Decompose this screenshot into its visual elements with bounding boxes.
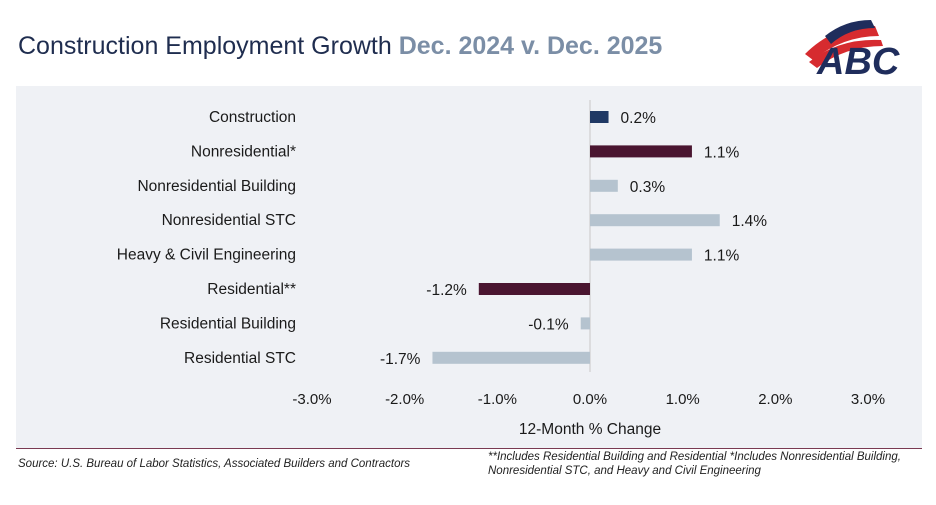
source-note: Source: U.S. Bureau of Labor Statistics,… (18, 458, 411, 470)
category-label: Nonresidential* (191, 143, 296, 160)
bar (432, 351, 590, 364)
data-label: 1.1% (704, 144, 740, 161)
bar (590, 214, 720, 227)
plot-area (16, 86, 922, 448)
category-label: Residential STC (184, 350, 296, 367)
bar (590, 179, 618, 192)
x-tick-label: 2.0% (758, 391, 792, 408)
data-label: -0.1% (528, 316, 569, 333)
category-label: Nonresidential STC (162, 212, 296, 229)
x-tick-label: -2.0% (385, 391, 424, 408)
footnote: **Includes Residential Building and Resi… (488, 451, 901, 477)
bar (590, 248, 692, 261)
bar (590, 111, 609, 123)
x-tick-label: 0.0% (573, 391, 607, 408)
divider (16, 448, 922, 449)
abc-logo: ABC (805, 20, 900, 80)
x-tick-label: 1.0% (666, 391, 700, 408)
x-tick-label: 3.0% (851, 391, 885, 408)
category-label: Nonresidential Building (137, 178, 296, 195)
data-label: 0.3% (630, 179, 666, 196)
data-label: 1.4% (732, 213, 768, 230)
bar (478, 283, 590, 295)
x-axis-label: 12-Month % Change (519, 421, 661, 438)
x-tick-label: -3.0% (292, 391, 331, 408)
category-label: Heavy & Civil Engineering (117, 247, 296, 264)
title-highlight: Dec. 2024 v. Dec. 2025 (398, 32, 663, 60)
data-label: -1.7% (380, 351, 421, 368)
bar (590, 145, 692, 158)
category-label: Residential Building (160, 315, 296, 332)
data-label: 1.1% (704, 248, 740, 265)
category-label: Construction (209, 109, 296, 126)
chart-title: Construction Employment Growth Dec. 2024… (18, 32, 663, 60)
data-label: 0.2% (621, 110, 657, 127)
x-tick-label: -1.0% (478, 391, 517, 408)
bar (580, 317, 590, 330)
svg-text:ABC: ABC (816, 41, 900, 80)
category-label: Residential** (207, 281, 296, 298)
data-label: -1.2% (426, 282, 467, 299)
